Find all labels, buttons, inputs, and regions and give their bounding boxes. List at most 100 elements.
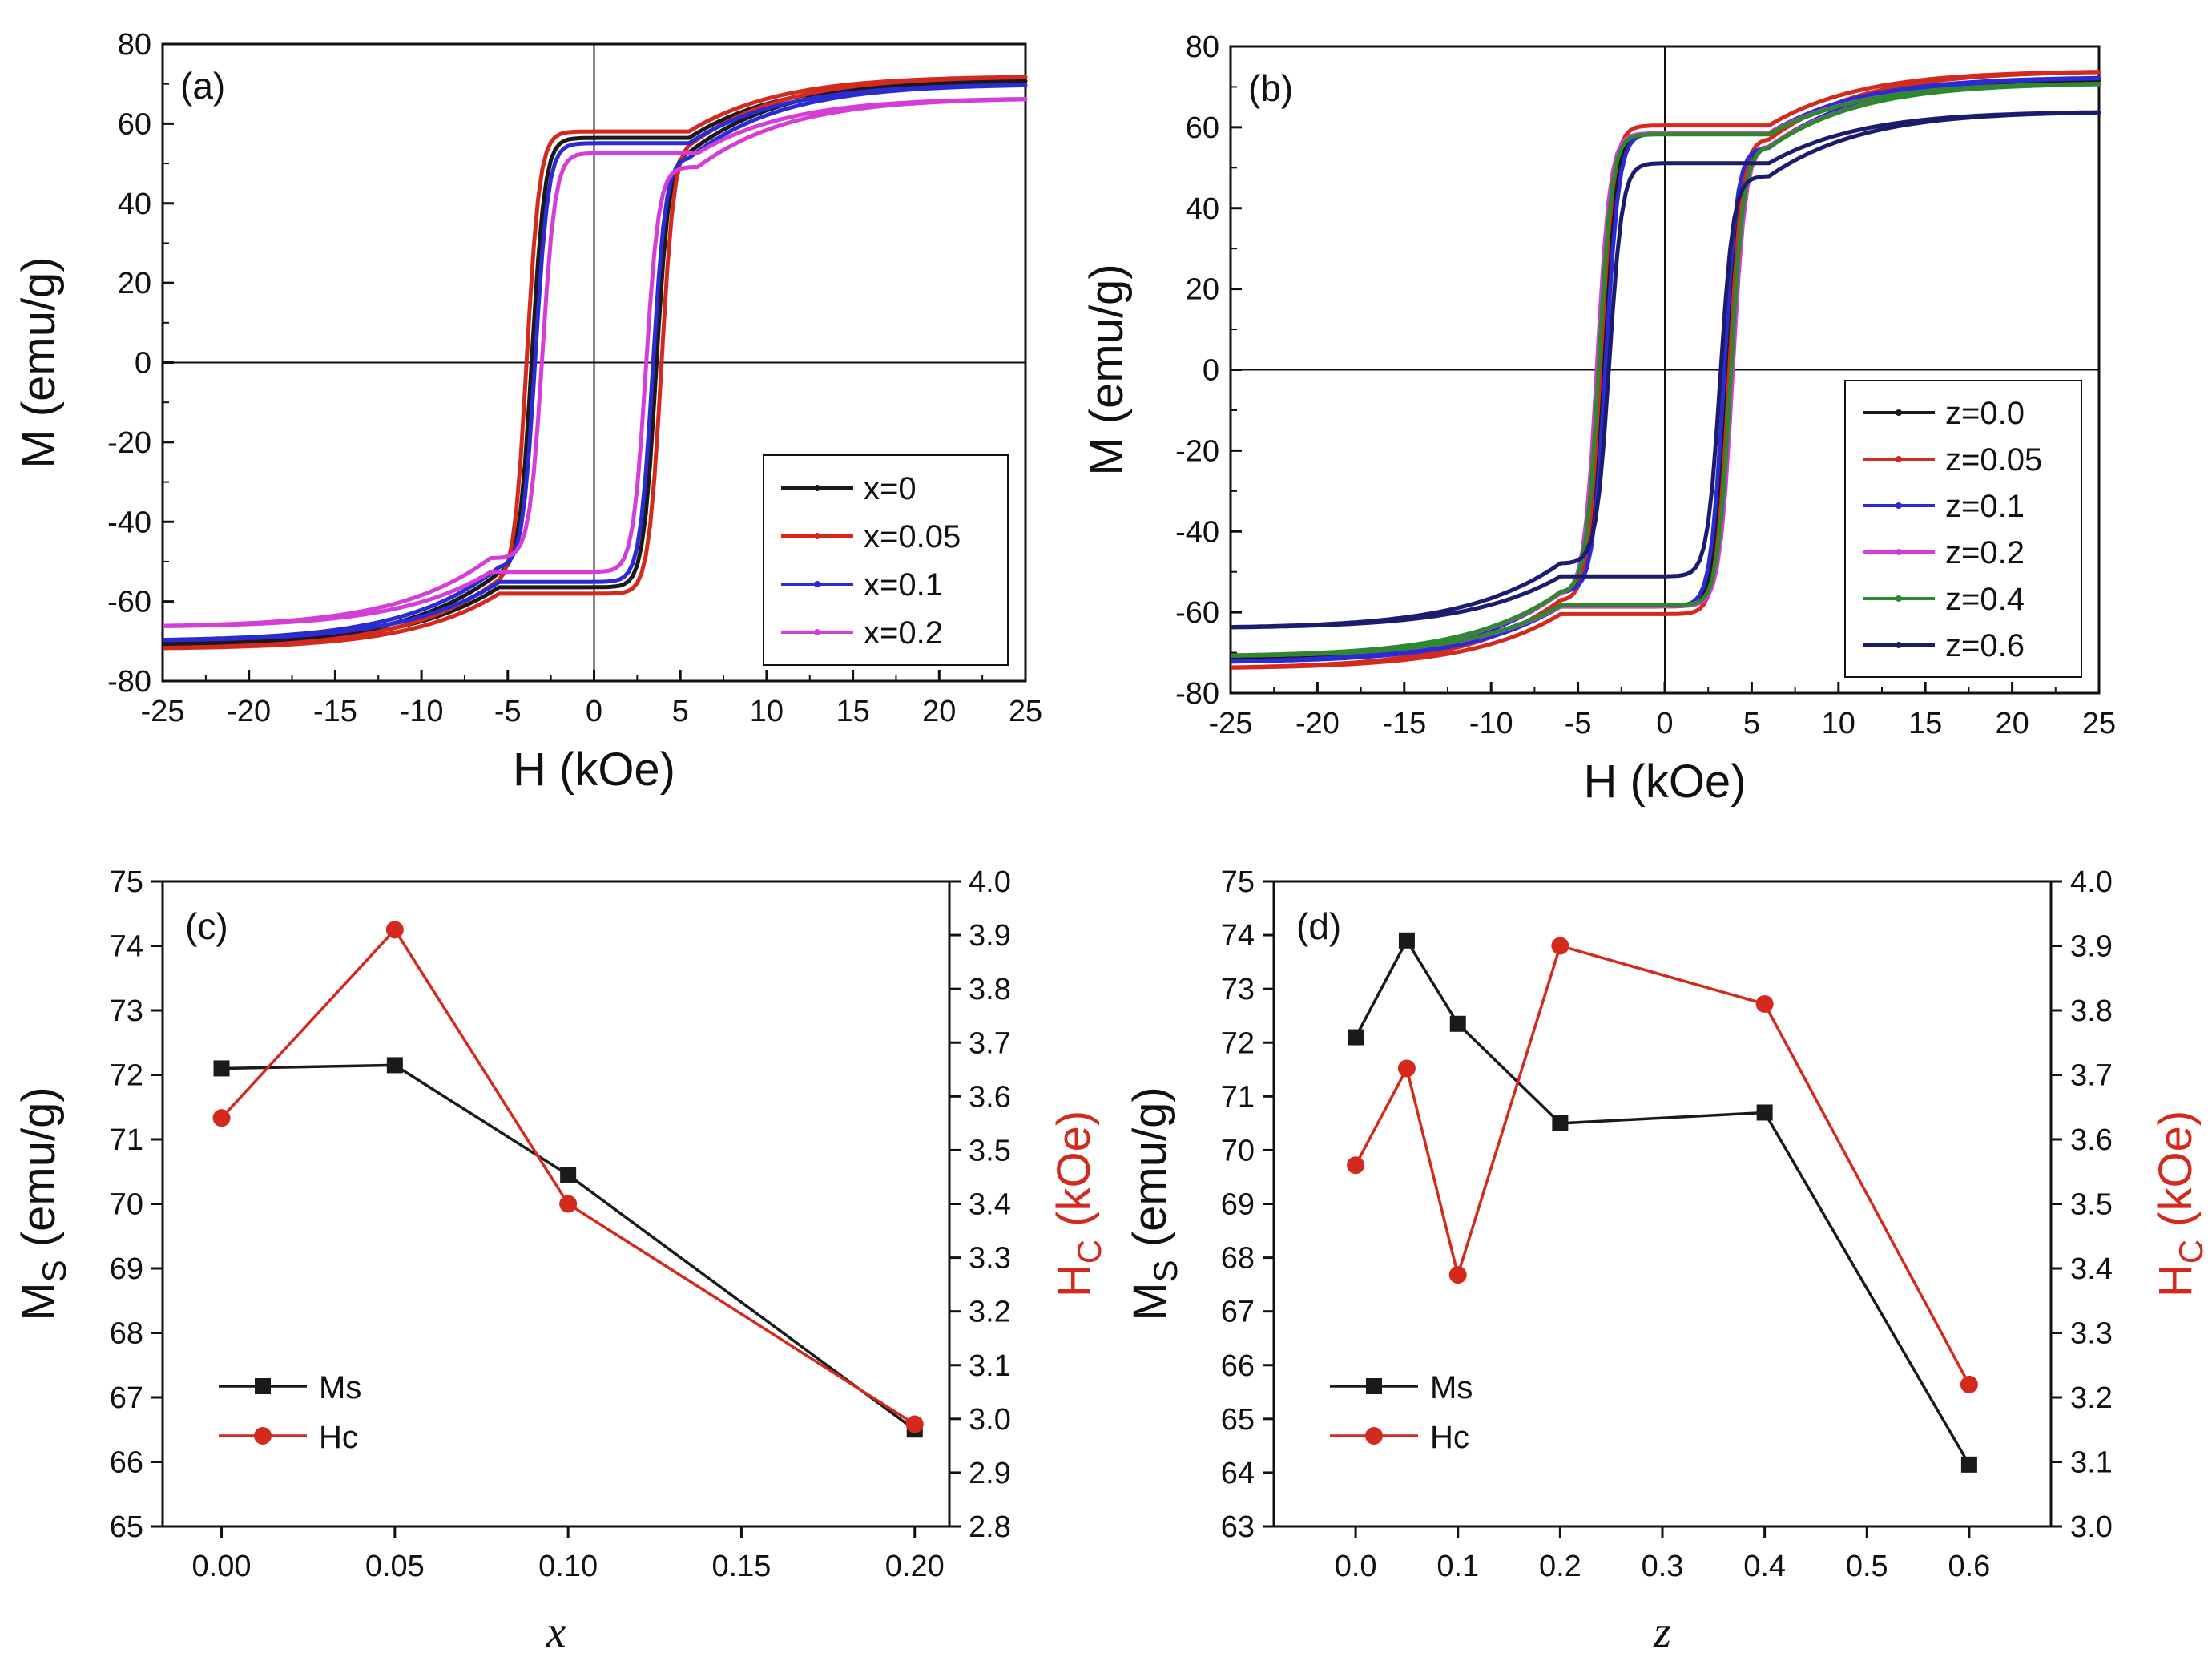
- y2-tick-label: 3.7: [969, 1026, 1011, 1060]
- legend-marker: [1896, 549, 1902, 555]
- legend-marker: [1896, 409, 1902, 416]
- data-point-Hc: [1551, 937, 1569, 955]
- data-point-Hc: [1755, 994, 1774, 1013]
- panel-d: 0.0 0.1 0.2 0.3 0.4 0.5 0.6 63 64 65 66 67 68 69 70 71 7…: [1124, 865, 2210, 1657]
- legend-marker: [1896, 595, 1902, 602]
- y2-tick-label: 3.5: [969, 1134, 1011, 1167]
- x-tick-label: 20: [922, 695, 956, 728]
- y-tick-label: 66: [110, 1446, 143, 1480]
- series-line-x=0.1: [162, 83, 1028, 643]
- y-tick-label: 68: [110, 1317, 143, 1351]
- data-point-Ms: [213, 1060, 230, 1077]
- legend-entry: x=0: [864, 471, 917, 506]
- series-line-x=0.2: [162, 97, 1028, 628]
- y-tick-label: -40: [1175, 515, 1219, 549]
- y-tick-label: 20: [118, 267, 151, 300]
- y2-axis-label-main: H: [1048, 1264, 1100, 1297]
- legend-marker: [814, 485, 820, 491]
- y-tick-label: 73: [110, 994, 143, 1028]
- y-tick-label: 69: [1221, 1188, 1255, 1222]
- y-tick-label: -40: [107, 506, 151, 539]
- panel-b: -25 -20 -15 -10 -5 0 5 10 15 20 25 -80 -60 -40 -20 0 20 4…: [1081, 30, 2116, 808]
- series-line-x=0: [162, 79, 1028, 647]
- panel-label: (a): [180, 65, 225, 107]
- x-tick-label: -10: [400, 695, 444, 728]
- x-tick-label: 0: [586, 695, 602, 728]
- x-tick-label: 0.0: [1335, 1550, 1377, 1583]
- y-axis-label-main: M: [13, 1282, 65, 1320]
- legend-marker: [1896, 456, 1902, 462]
- x-tick-label: 0.00: [192, 1550, 252, 1583]
- panel-label: (d): [1296, 905, 1341, 947]
- legend-entry: Ms: [319, 1370, 361, 1405]
- y-tick-label: 0: [135, 347, 151, 381]
- y-tick-label: 66: [1221, 1349, 1255, 1383]
- x-tick-label: 0.10: [538, 1550, 598, 1583]
- y-tick-label: 60: [118, 107, 151, 141]
- legend-entry: Hc: [319, 1420, 358, 1455]
- legend-box: [1844, 380, 2082, 678]
- legend-marker: [814, 581, 820, 587]
- y-tick-label: 0: [1203, 354, 1219, 388]
- legend-entry: Ms: [1430, 1370, 1473, 1405]
- series-line-Ms: [1354, 937, 1971, 1465]
- y-tick-label: 65: [1221, 1403, 1255, 1437]
- x-axis-label: z: [1653, 1607, 1671, 1657]
- y-axis-label: MS (emu/g): [13, 1087, 73, 1320]
- y-tick-label: 60: [1186, 111, 1219, 145]
- panel-label: (c): [185, 905, 228, 947]
- x-tick-label: -5: [1565, 707, 1592, 740]
- y-tick-label: -80: [107, 665, 151, 699]
- x-tick-label: -20: [227, 695, 271, 728]
- data-point-Ms: [386, 1057, 403, 1074]
- y-tick-label: -80: [1175, 677, 1219, 711]
- y-tick-label: 72: [1221, 1026, 1255, 1060]
- x-tick-label: 5: [1743, 707, 1760, 740]
- y2-tick-label: 3.0: [969, 1403, 1011, 1437]
- legend-marker: [1365, 1427, 1383, 1445]
- y-tick-label: -20: [1175, 434, 1219, 468]
- y-tick-label: 69: [110, 1252, 143, 1286]
- legend-entry: x=0.05: [864, 519, 961, 554]
- y2-tick-label: 2.9: [969, 1457, 1011, 1490]
- x-tick-label: 20: [1995, 707, 2029, 740]
- x-tick-label: -25: [141, 695, 185, 728]
- y-tick-label: 40: [118, 187, 151, 221]
- y2-axis-label: HC (kOe): [1048, 1111, 1108, 1297]
- y-tick-label: 72: [110, 1059, 143, 1093]
- y2-tick-label: 3.4: [2070, 1252, 2113, 1286]
- y-tick-label: 70: [110, 1188, 143, 1222]
- data-point-Hc: [559, 1195, 578, 1213]
- y2-tick-label: 3.8: [969, 973, 1011, 1006]
- y2-axis-label-main: H: [2150, 1264, 2202, 1297]
- series-line-z=0.4: [1230, 82, 2101, 658]
- series-line-Hc: [220, 927, 916, 1425]
- y-axis-label: MS (emu/g): [1124, 1087, 1184, 1320]
- y-tick-label: 65: [110, 1510, 143, 1544]
- x-axis-label: H (kOe): [1584, 756, 1747, 808]
- data-point-Hc: [1960, 1375, 1978, 1393]
- y-tick-label: 71: [110, 1123, 143, 1157]
- legend-entry: z=0.6: [1945, 628, 2025, 663]
- x-tick-label: -15: [1382, 707, 1426, 740]
- x-tick-label: 0.3: [1642, 1550, 1684, 1583]
- x-tick-label: 0: [1656, 707, 1673, 740]
- x-tick-label: 5: [672, 695, 689, 728]
- legend-marker: [814, 533, 820, 539]
- y-tick-label: 80: [118, 28, 151, 62]
- legend-entry: x=0.2: [864, 615, 943, 651]
- x-tick-label: -20: [1295, 707, 1340, 740]
- data-point-Hc: [905, 1415, 924, 1433]
- legend-marker: [1896, 642, 1902, 648]
- y-tick-label: 74: [1221, 919, 1255, 953]
- y-axis-label-main: M: [1124, 1282, 1176, 1320]
- legend-box: [763, 454, 1009, 666]
- data-point-Ms: [1398, 932, 1415, 949]
- x-tick-label: 25: [2082, 707, 2116, 740]
- legend-marker: [1896, 502, 1902, 509]
- data-point-Ms: [1348, 1029, 1364, 1046]
- y-tick-label: 75: [110, 865, 143, 899]
- y2-tick-label: 3.7: [2070, 1059, 2113, 1093]
- y-axis-label-rest: (emu/g): [13, 1087, 65, 1260]
